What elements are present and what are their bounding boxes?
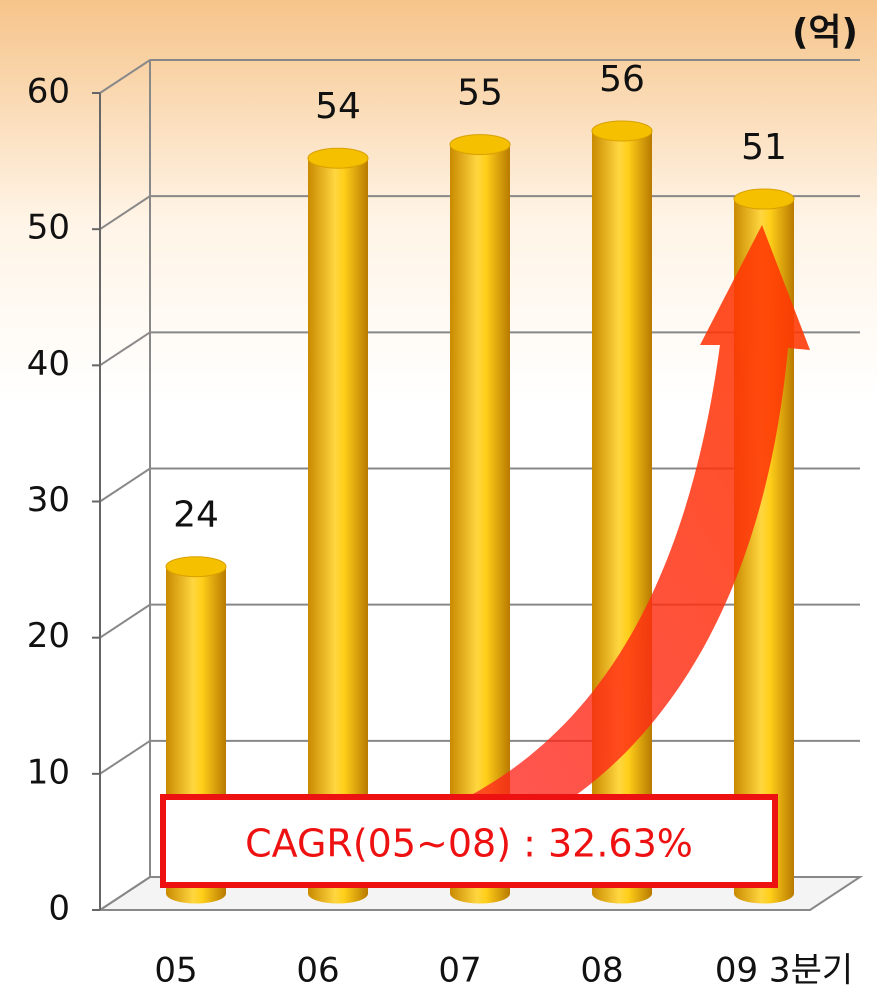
- bar-top: [591, 120, 653, 142]
- annotation-box: [160, 794, 778, 888]
- bar-top: [733, 188, 795, 210]
- y-tick-label: 60: [27, 72, 70, 112]
- bar: [450, 144, 510, 904]
- bar-top: [307, 147, 369, 169]
- bar: [592, 130, 652, 904]
- data-label: 56: [599, 59, 645, 100]
- x-tick-label: 07: [438, 951, 481, 991]
- y-tick-label: 20: [27, 616, 70, 656]
- y-tick-label: 30: [27, 480, 70, 520]
- x-tick-label: 05: [154, 951, 197, 991]
- y-tick-label: 0: [48, 889, 70, 929]
- x-tick-label: 06: [296, 951, 339, 991]
- annotation: CAGR(05~08) : 32.63%: [245, 822, 693, 866]
- grid-line: [99, 59, 860, 94]
- growth-arrow: [430, 225, 810, 850]
- data-label: 24: [173, 495, 219, 536]
- data-label: 54: [315, 86, 361, 127]
- x-tick-label: 09 3분기: [715, 951, 853, 991]
- bar-top: [449, 134, 511, 156]
- data-label: 55: [457, 73, 503, 114]
- y-tick-label: 40: [27, 344, 70, 384]
- bar-top: [165, 556, 227, 578]
- x-tick-label: 08: [580, 951, 623, 991]
- y-tick-label: 10: [27, 752, 70, 792]
- data-label: 51: [741, 127, 787, 168]
- bar: [308, 158, 368, 904]
- y-tick-label: 50: [27, 208, 70, 248]
- unit-label: (억): [792, 12, 858, 53]
